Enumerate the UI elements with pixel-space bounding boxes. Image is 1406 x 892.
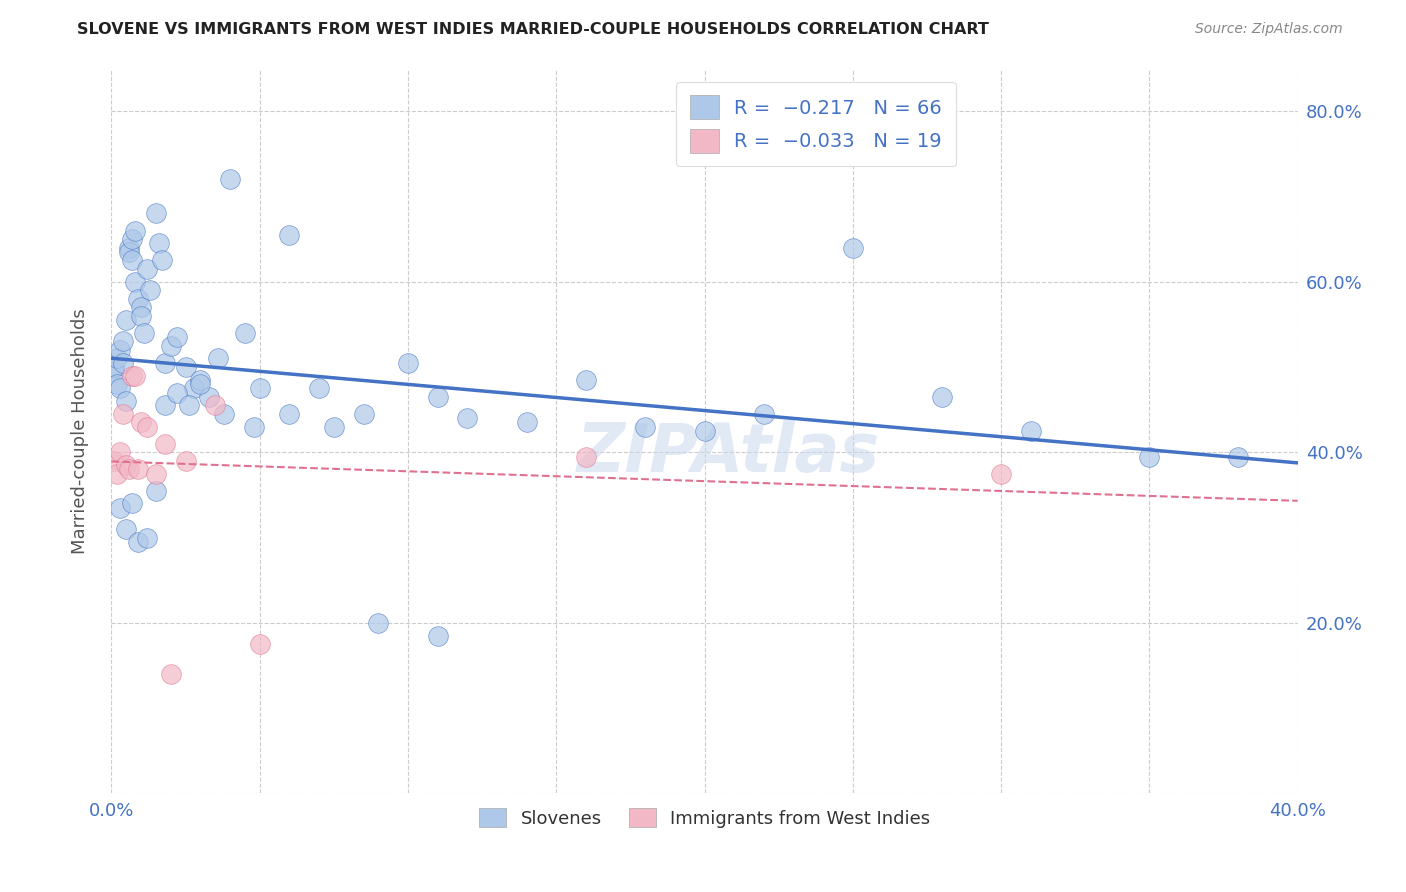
- Point: [139, 283, 162, 297]
- Point: [145, 467, 167, 481]
- Point: [115, 394, 138, 409]
- Point: [249, 381, 271, 395]
- Point: [166, 330, 188, 344]
- Point: [121, 496, 143, 510]
- Point: [456, 411, 478, 425]
- Point: [118, 241, 141, 255]
- Point: [148, 236, 170, 251]
- Point: [1137, 450, 1160, 464]
- Point: [145, 483, 167, 498]
- Point: [367, 615, 389, 630]
- Point: [426, 390, 449, 404]
- Point: [132, 326, 155, 340]
- Point: [634, 419, 657, 434]
- Text: ZIPAtlas: ZIPAtlas: [576, 419, 880, 485]
- Point: [233, 326, 256, 340]
- Point: [166, 385, 188, 400]
- Point: [105, 467, 128, 481]
- Point: [278, 407, 301, 421]
- Point: [177, 398, 200, 412]
- Point: [198, 390, 221, 404]
- Point: [159, 667, 181, 681]
- Point: [516, 416, 538, 430]
- Point: [136, 419, 159, 434]
- Point: [103, 364, 125, 378]
- Point: [353, 407, 375, 421]
- Point: [243, 419, 266, 434]
- Point: [752, 407, 775, 421]
- Point: [110, 500, 132, 515]
- Point: [129, 416, 152, 430]
- Point: [322, 419, 344, 434]
- Point: [127, 534, 149, 549]
- Point: [842, 241, 865, 255]
- Point: [575, 373, 598, 387]
- Point: [121, 232, 143, 246]
- Point: [136, 261, 159, 276]
- Point: [190, 373, 212, 387]
- Point: [575, 450, 598, 464]
- Point: [212, 407, 235, 421]
- Point: [174, 359, 197, 374]
- Point: [174, 454, 197, 468]
- Point: [121, 253, 143, 268]
- Point: [110, 445, 132, 459]
- Point: [183, 381, 205, 395]
- Point: [112, 334, 135, 349]
- Point: [207, 351, 229, 366]
- Point: [118, 244, 141, 259]
- Point: [103, 454, 125, 468]
- Point: [219, 172, 242, 186]
- Point: [153, 436, 176, 450]
- Point: [124, 275, 146, 289]
- Point: [278, 227, 301, 242]
- Point: [112, 407, 135, 421]
- Point: [693, 424, 716, 438]
- Point: [105, 351, 128, 366]
- Point: [121, 368, 143, 383]
- Point: [105, 377, 128, 392]
- Point: [112, 356, 135, 370]
- Point: [127, 462, 149, 476]
- Point: [115, 522, 138, 536]
- Point: [150, 253, 173, 268]
- Point: [115, 458, 138, 472]
- Point: [249, 637, 271, 651]
- Point: [1019, 424, 1042, 438]
- Point: [129, 300, 152, 314]
- Point: [124, 223, 146, 237]
- Y-axis label: Married-couple Households: Married-couple Households: [72, 308, 89, 554]
- Text: Source: ZipAtlas.com: Source: ZipAtlas.com: [1195, 22, 1343, 37]
- Point: [118, 462, 141, 476]
- Point: [103, 359, 125, 374]
- Point: [426, 629, 449, 643]
- Text: SLOVENE VS IMMIGRANTS FROM WEST INDIES MARRIED-COUPLE HOUSEHOLDS CORRELATION CHA: SLOVENE VS IMMIGRANTS FROM WEST INDIES M…: [77, 22, 990, 37]
- Point: [204, 398, 226, 412]
- Point: [110, 343, 132, 357]
- Point: [190, 377, 212, 392]
- Point: [127, 292, 149, 306]
- Point: [110, 381, 132, 395]
- Point: [396, 356, 419, 370]
- Legend: Slovenes, Immigrants from West Indies: Slovenes, Immigrants from West Indies: [471, 801, 938, 835]
- Point: [1227, 450, 1250, 464]
- Point: [153, 356, 176, 370]
- Point: [931, 390, 953, 404]
- Point: [115, 313, 138, 327]
- Point: [145, 206, 167, 220]
- Point: [129, 309, 152, 323]
- Point: [136, 531, 159, 545]
- Point: [124, 368, 146, 383]
- Point: [159, 339, 181, 353]
- Point: [990, 467, 1012, 481]
- Point: [153, 398, 176, 412]
- Point: [308, 381, 330, 395]
